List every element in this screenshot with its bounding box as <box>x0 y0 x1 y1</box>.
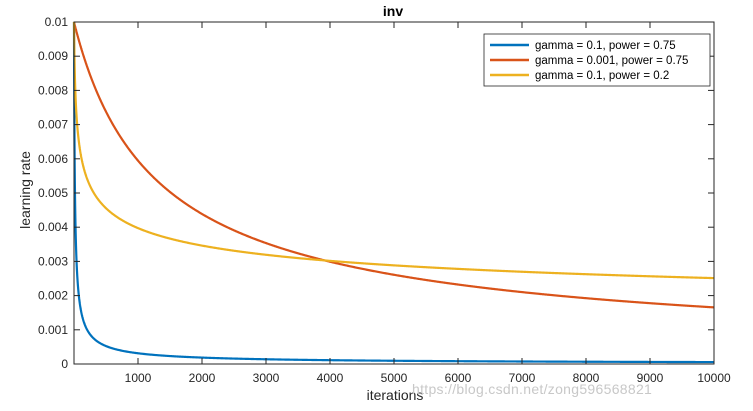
y-tick-label: 0.001 <box>38 323 68 337</box>
x-tick-label: 3000 <box>253 371 280 385</box>
legend: gamma = 0.1, power = 0.75 gamma = 0.001, … <box>483 33 711 87</box>
y-tick-label: 0.006 <box>38 152 68 166</box>
series-line-1 <box>72 21 715 364</box>
legend-label-3: gamma = 0.1, power = 0.2 <box>535 70 669 82</box>
y-tick-label: 0.005 <box>38 186 68 200</box>
chart-title: inv <box>383 3 403 19</box>
x-tick-label: 7000 <box>509 371 536 385</box>
x-tick-label: 4000 <box>317 371 344 385</box>
series-line-3 <box>72 21 715 280</box>
y-tick-labels: 0 0.001 0.002 0.003 0.004 0.005 0.006 0.007 0.00… <box>38 15 68 371</box>
x-tick-label: 9000 <box>637 371 664 385</box>
y-tick-label: 0.004 <box>38 220 68 234</box>
axis-ticks <box>74 21 715 365</box>
x-axis-title: iterations <box>367 387 424 403</box>
series-layer <box>72 20 715 364</box>
y-tick-label: 0.009 <box>38 49 68 63</box>
x-tick-labels: 1000 2000 3000 4000 5000 6000 7000 8000 9000 1000… <box>125 371 731 385</box>
y-axis-title: learning rate <box>17 151 33 229</box>
legend-label-2: gamma = 0.001, power = 0.75 <box>535 55 688 67</box>
y-tick-label: 0 <box>61 357 68 371</box>
x-tick-label: 1000 <box>125 371 152 385</box>
y-tick-label: 0.003 <box>38 254 68 268</box>
y-tick-label: 0.008 <box>38 83 68 97</box>
x-tick-label: 8000 <box>573 371 600 385</box>
x-tick-label: 6000 <box>445 371 472 385</box>
x-tick-label: 2000 <box>189 371 216 385</box>
legend-label-1: gamma = 0.1, power = 0.75 <box>535 40 676 52</box>
watermark: https://blog.csdn.net/zong596568821 <box>412 381 652 397</box>
x-tick-label: 5000 <box>381 371 408 385</box>
y-tick-label: 0.007 <box>38 118 68 132</box>
y-tick-label: 0.002 <box>38 289 68 303</box>
y-tick-label: 0.01 <box>45 15 69 29</box>
x-tick-label: 10000 <box>697 371 731 385</box>
